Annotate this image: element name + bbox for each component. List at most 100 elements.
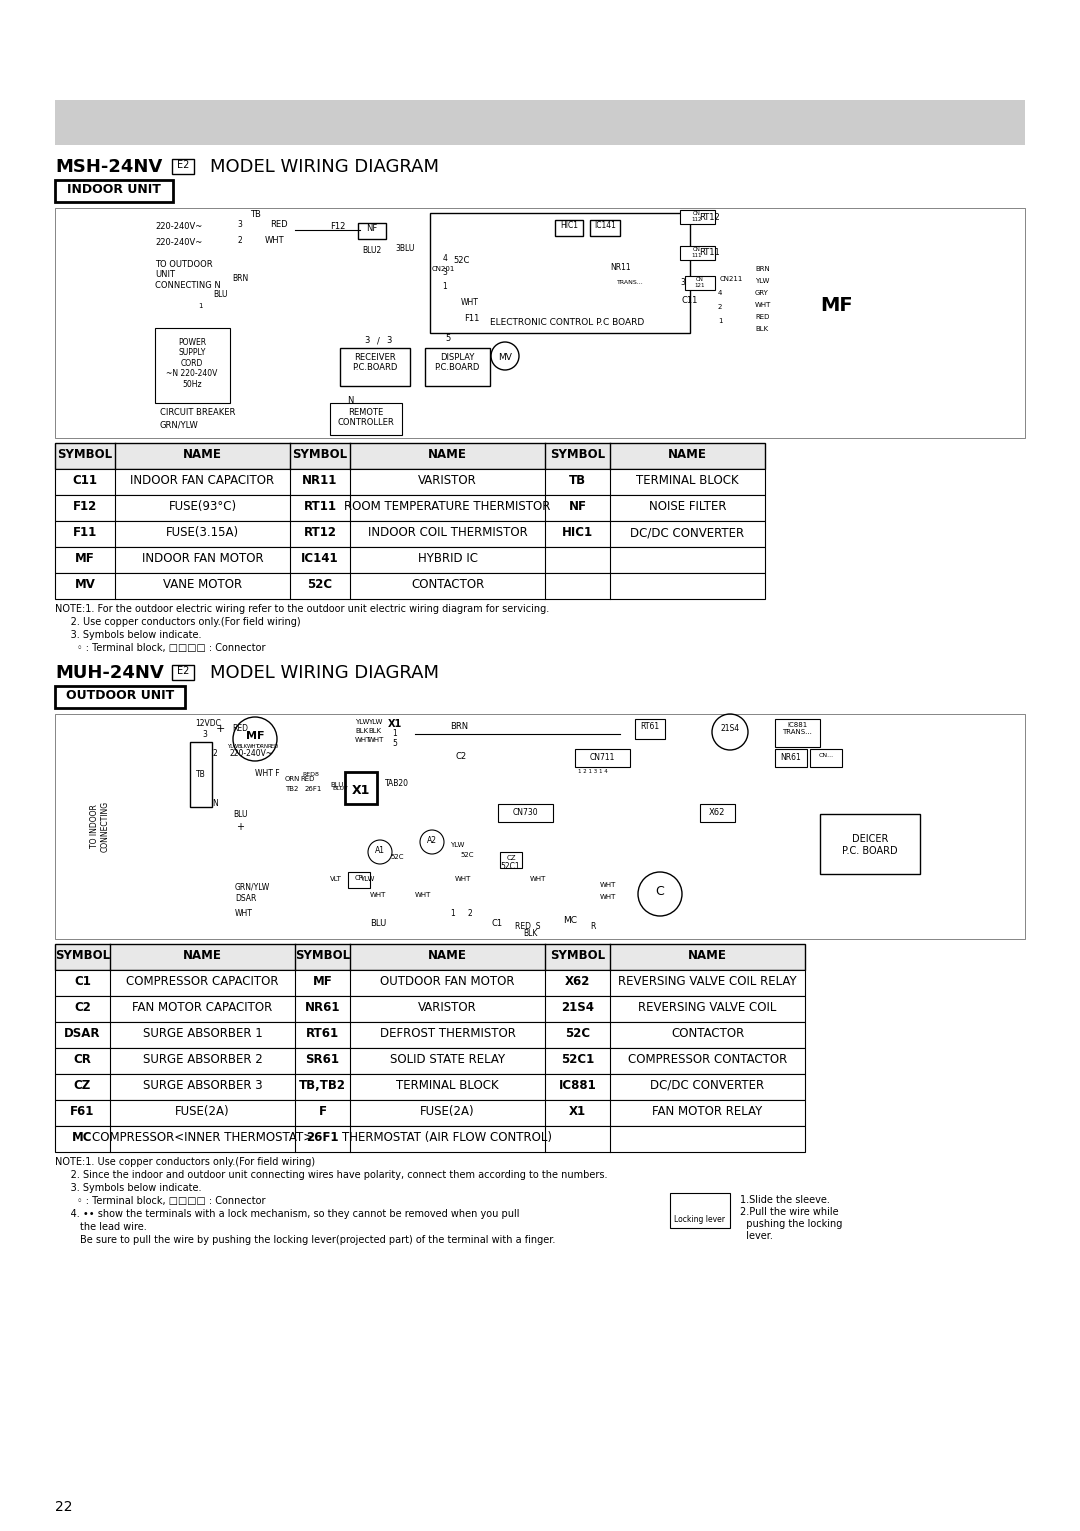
Text: WHT: WHT — [235, 909, 253, 919]
Text: IC881: IC881 — [558, 1079, 596, 1092]
Text: 21S4: 21S4 — [720, 724, 740, 733]
Bar — [680, 210, 715, 224]
Text: INDOOR FAN CAPACITOR: INDOOR FAN CAPACITOR — [131, 475, 274, 487]
Text: MV: MV — [75, 579, 95, 591]
Text: THERMOSTAT (AIR FLOW CONTROL): THERMOSTAT (AIR FLOW CONTROL) — [342, 1131, 553, 1144]
Text: RT11: RT11 — [303, 501, 337, 513]
Text: ROOM TEMPERATURE THERMISTOR: ROOM TEMPERATURE THERMISTOR — [345, 501, 551, 513]
Text: TRANS...: TRANS... — [617, 280, 644, 285]
Text: 1: 1 — [198, 303, 202, 309]
Text: BLU7: BLU7 — [332, 785, 348, 792]
Text: E2: E2 — [177, 666, 189, 677]
Text: 52C: 52C — [390, 854, 404, 860]
Text: RED  S: RED S — [515, 922, 540, 931]
Text: TO INDOOR
CONNECTING: TO INDOOR CONNECTING — [91, 801, 110, 851]
Text: lever.: lever. — [740, 1231, 773, 1242]
Bar — [820, 814, 920, 874]
Text: CN
121: CN 121 — [694, 277, 705, 288]
Text: NF: NF — [366, 224, 378, 233]
Bar — [190, 743, 212, 807]
Text: SYMBOL: SYMBOL — [55, 949, 110, 961]
Text: POWER
SUPPLY
CORD
~N 220-240V
50Hz: POWER SUPPLY CORD ~N 220-240V 50Hz — [166, 338, 218, 389]
Text: C2: C2 — [455, 752, 467, 761]
Text: RT11: RT11 — [699, 248, 720, 257]
Bar — [330, 403, 402, 435]
Text: BRN: BRN — [232, 274, 248, 283]
Bar — [670, 1193, 730, 1228]
Text: 52C: 52C — [460, 851, 473, 857]
Text: TB: TB — [249, 210, 260, 219]
Text: 2. Use copper conductors only.(For field wiring): 2. Use copper conductors only.(For field… — [55, 617, 300, 628]
Text: NAME: NAME — [688, 949, 727, 961]
Bar — [555, 220, 583, 236]
Text: WHT: WHT — [455, 876, 471, 882]
Text: C1: C1 — [75, 975, 91, 987]
Text: NR11: NR11 — [302, 475, 338, 487]
Text: CONTACTOR: CONTACTOR — [410, 579, 484, 591]
Text: NAME: NAME — [184, 949, 221, 961]
Text: SOLID STATE RELAY: SOLID STATE RELAY — [390, 1053, 505, 1066]
Text: TB: TB — [569, 475, 586, 487]
Text: SYMBOL: SYMBOL — [550, 949, 605, 961]
Text: MSH-24NV: MSH-24NV — [55, 158, 162, 176]
Text: REVERSING VALVE COIL RELAY: REVERSING VALVE COIL RELAY — [618, 975, 797, 987]
Text: /: / — [377, 335, 379, 344]
Text: BLK: BLK — [237, 744, 247, 749]
Text: 5: 5 — [445, 334, 450, 343]
Text: WHT: WHT — [247, 744, 260, 749]
Text: 3: 3 — [443, 268, 447, 277]
Text: BLU2: BLU2 — [363, 246, 381, 256]
Text: C2: C2 — [75, 1001, 91, 1014]
Text: DSAR: DSAR — [64, 1027, 100, 1040]
Text: F11: F11 — [72, 527, 97, 539]
Text: RECEIVER
P.C.BOARD: RECEIVER P.C.BOARD — [352, 354, 397, 372]
Text: E2: E2 — [177, 161, 189, 170]
Text: INDOOR UNIT: INDOOR UNIT — [67, 184, 161, 196]
Text: INDOOR FAN MOTOR: INDOOR FAN MOTOR — [141, 553, 264, 565]
Text: YLW: YLW — [355, 720, 369, 726]
Text: +: + — [237, 822, 244, 831]
Text: CN730: CN730 — [512, 808, 538, 818]
Text: NOISE FILTER: NOISE FILTER — [649, 501, 726, 513]
Text: 4: 4 — [443, 254, 447, 263]
Text: 2: 2 — [468, 909, 472, 919]
Text: NAME: NAME — [184, 449, 221, 461]
Text: COMPRESSOR<INNER THERMOSTAT>: COMPRESSOR<INNER THERMOSTAT> — [92, 1131, 313, 1144]
Text: BRN: BRN — [755, 266, 770, 273]
Text: REVERSING VALVE COIL: REVERSING VALVE COIL — [638, 1001, 777, 1014]
Text: MC: MC — [72, 1131, 93, 1144]
Text: 52C: 52C — [308, 579, 333, 591]
Bar — [700, 804, 735, 822]
Text: MUH-24NV: MUH-24NV — [55, 664, 164, 681]
Bar — [55, 945, 805, 971]
Bar — [55, 495, 765, 521]
Text: HYBRID IC: HYBRID IC — [418, 553, 477, 565]
Text: 1: 1 — [450, 909, 456, 919]
Bar — [575, 749, 630, 767]
Text: RT12: RT12 — [303, 527, 337, 539]
Text: VANE MOTOR: VANE MOTOR — [163, 579, 242, 591]
Text: BLU: BLU — [370, 919, 387, 928]
Text: X1: X1 — [569, 1105, 586, 1118]
Bar — [500, 851, 522, 868]
Text: 1: 1 — [443, 282, 447, 291]
Text: 4. •• show the terminals with a lock mechanism, so they cannot be removed when y: 4. •• show the terminals with a lock mec… — [55, 1209, 519, 1219]
Text: 220-240V~: 220-240V~ — [230, 749, 273, 758]
Text: YLW: YLW — [227, 744, 239, 749]
Text: DSAR: DSAR — [235, 894, 256, 903]
Bar — [590, 220, 620, 236]
Bar — [55, 686, 185, 707]
Bar — [426, 348, 490, 386]
Text: ◦ : Terminal block, □□□□ : Connector: ◦ : Terminal block, □□□□ : Connector — [55, 1196, 266, 1206]
Text: 4: 4 — [718, 289, 723, 295]
Bar — [55, 100, 1025, 145]
Text: 26F1: 26F1 — [305, 785, 322, 792]
Text: MC: MC — [563, 916, 577, 925]
Text: BLK: BLK — [523, 929, 537, 939]
Bar — [685, 276, 715, 289]
Text: FAN MOTOR RELAY: FAN MOTOR RELAY — [652, 1105, 762, 1118]
Text: RED: RED — [267, 744, 279, 749]
Bar — [55, 1125, 805, 1151]
Text: WHT: WHT — [265, 236, 285, 245]
Text: BRN: BRN — [450, 723, 468, 730]
